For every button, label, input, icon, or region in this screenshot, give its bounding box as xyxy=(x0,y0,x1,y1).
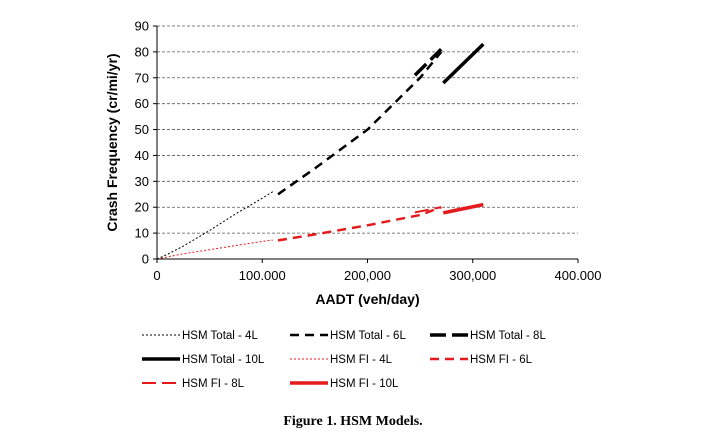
tick-labels: 0 10 20 30 40 50 60 70 80 90 0 100.000 200,000 300,00… xyxy=(135,19,602,284)
y-tick-label: 90 xyxy=(135,19,149,34)
y-tick-label: 10 xyxy=(135,226,149,241)
axes xyxy=(153,25,579,263)
series-line-hsm-fi-8l xyxy=(414,206,442,214)
y-tick-label: 0 xyxy=(142,252,149,267)
series-line-hsm-total-6l xyxy=(277,51,443,196)
x-tick-label: 400.000 xyxy=(555,268,602,283)
legend-label-hsm-total-4l: HSM Total - 4L xyxy=(182,330,258,342)
legend: HSM Total - 4L HSM Total - 6L HSM Total - … xyxy=(142,330,546,390)
series-line-hsm-total-4l xyxy=(156,191,274,260)
series-lines xyxy=(156,42,485,260)
y-axis-title: Crash Frequency (cr/mi/yr) xyxy=(104,53,120,231)
y-tick-label: 60 xyxy=(135,96,149,111)
x-tick-label: 0 xyxy=(153,268,160,283)
series-line-hsm-total-10l xyxy=(442,42,485,85)
x-tick-label: 300,000 xyxy=(449,268,496,283)
legend-label-hsm-fi-10l: HSM FI - 10L xyxy=(330,378,399,390)
y-tick-label: 50 xyxy=(135,122,149,137)
y-tick-label: 80 xyxy=(135,44,149,59)
series-line-hsm-total-8l xyxy=(413,48,443,77)
legend-label-hsm-fi-4l: HSM FI - 4L xyxy=(330,354,393,366)
y-tick-label: 40 xyxy=(135,148,149,163)
y-tick-label: 30 xyxy=(135,174,149,189)
legend-label-hsm-total-8l: HSM Total - 8L xyxy=(470,330,546,342)
x-axis-title: AADT (veh/day) xyxy=(315,291,419,307)
y-tick-label: 70 xyxy=(135,70,149,85)
figure-caption: Figure 1. HSM Models. xyxy=(283,414,422,429)
legend-label-hsm-total-10l: HSM Total - 10L xyxy=(182,354,265,366)
legend-label-hsm-fi-6l: HSM FI - 6L xyxy=(470,354,533,366)
x-tick-label: 200,000 xyxy=(344,268,391,283)
x-tick-label: 100.000 xyxy=(239,268,286,283)
y-tick-label: 20 xyxy=(135,200,149,215)
legend-label-hsm-total-6l: HSM Total - 6L xyxy=(330,330,406,342)
series-line-hsm-fi-10l xyxy=(442,202,484,215)
series-line-hsm-fi-6l xyxy=(277,206,442,242)
legend-label-hsm-fi-8l: HSM FI - 8L xyxy=(182,378,245,390)
series-line-hsm-fi-4l xyxy=(156,239,273,260)
